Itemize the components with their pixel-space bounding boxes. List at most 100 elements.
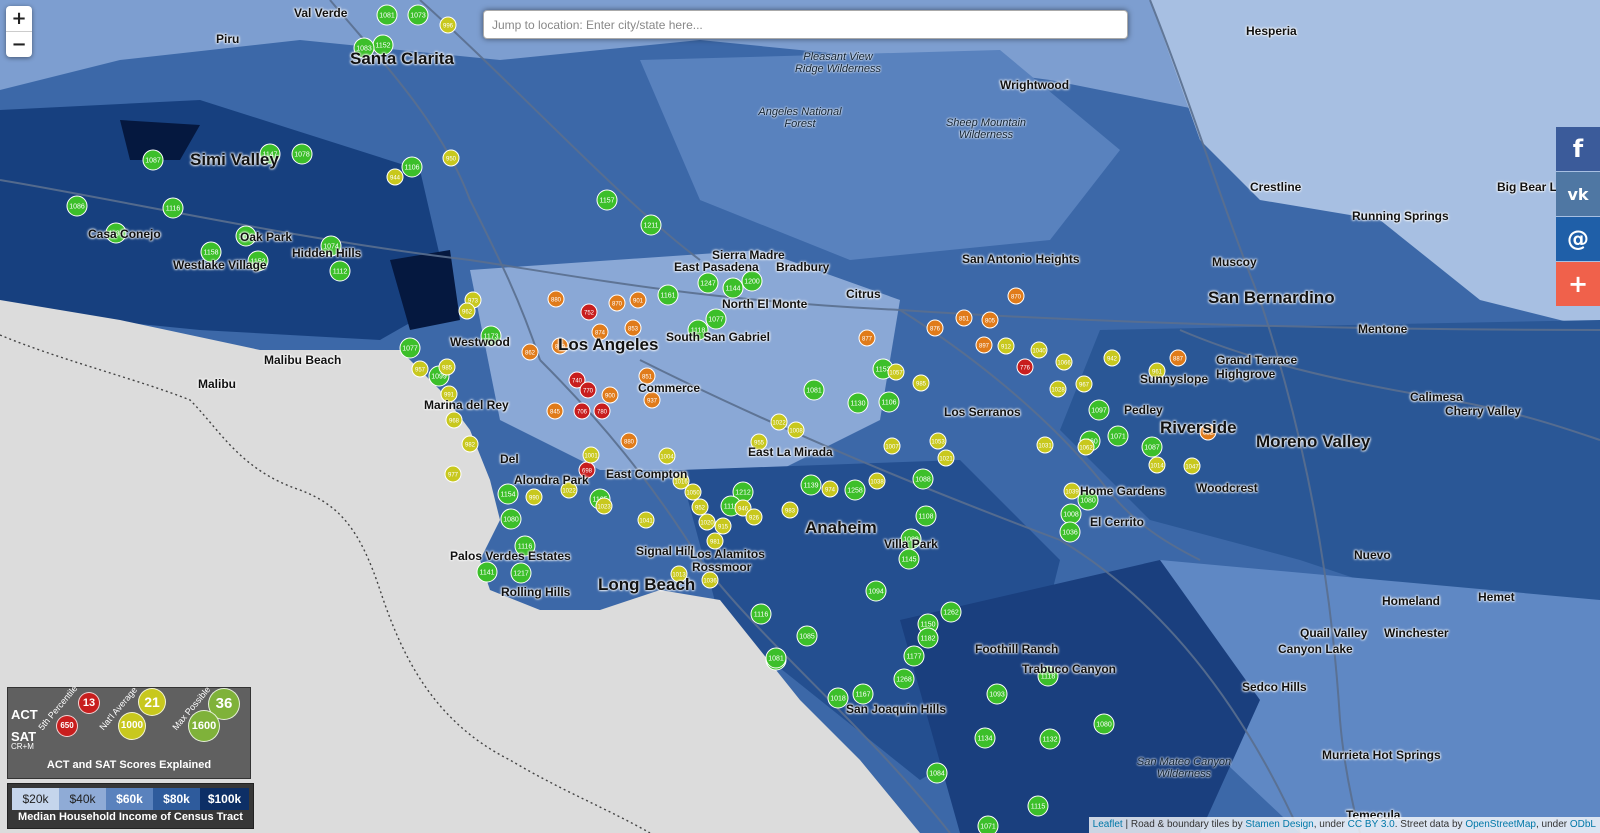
school-marker[interactable]: 937 [643,391,661,409]
school-marker[interactable]: 1150 [235,225,257,247]
school-marker[interactable]: 1112 [329,260,351,282]
school-marker[interactable]: 1047 [1183,457,1201,475]
school-marker[interactable]: 1039 [1063,482,1081,500]
school-marker[interactable]: 1062 [1077,438,1095,456]
school-marker[interactable]: 1021 [937,449,955,467]
school-marker[interactable]: 1262 [940,601,962,623]
school-marker[interactable]: 991 [440,385,458,403]
school-marker[interactable]: 880 [620,432,638,450]
school-marker[interactable]: 1152 [247,250,269,272]
school-marker[interactable]: 1258 [844,479,866,501]
school-marker[interactable]: 1077 [705,308,727,330]
school-marker[interactable]: 1031 [1036,436,1054,454]
school-marker[interactable]: 1173 [480,325,502,347]
school-marker[interactable]: 740 [568,371,586,389]
school-marker[interactable]: 870 [1007,287,1025,305]
school-marker[interactable]: 985 [912,374,930,392]
school-marker[interactable]: 1118 [1037,665,1059,687]
school-marker[interactable]: 770 [579,381,597,399]
school-marker[interactable]: 1116 [750,603,772,625]
school-marker[interactable]: 915 [714,517,732,535]
school-marker[interactable]: 851 [638,367,656,385]
school-marker[interactable]: 853 [624,319,642,337]
school-marker[interactable]: 1074 [320,235,342,257]
school-marker[interactable]: 1022 [560,481,578,499]
school-marker[interactable]: 1077 [399,337,421,359]
school-marker[interactable]: 985 [438,358,456,376]
school-marker[interactable]: 1093 [986,683,1008,705]
more-share-button[interactable]: + [1556,262,1600,306]
school-marker[interactable]: 1081 [376,4,398,26]
school-marker[interactable]: 1087 [1141,436,1163,458]
school-marker[interactable]: 1057 [887,363,905,381]
school-marker[interactable]: 1008 [787,421,805,439]
school-marker[interactable]: 1018 [827,687,849,709]
school-marker[interactable]: 1071 [977,815,999,833]
school-marker[interactable]: 805 [981,311,999,329]
school-marker[interactable]: 1007 [883,437,901,455]
school-marker[interactable]: 1016 [672,472,690,490]
school-marker[interactable]: 1154 [497,483,519,505]
school-marker[interactable]: 968 [445,411,463,429]
school-marker[interactable]: 990 [525,488,543,506]
school-marker[interactable]: 1084 [926,762,948,784]
school-marker[interactable]: 962 [458,302,476,320]
stamen-link[interactable]: Stamen Design [1245,819,1314,830]
school-marker[interactable]: 1118 [687,319,709,341]
school-marker[interactable]: 706 [573,402,591,420]
school-marker[interactable]: 1036 [1059,521,1081,543]
school-marker[interactable]: 912 [997,337,1015,355]
school-marker[interactable]: 1041 [637,511,655,529]
school-marker[interactable]: 1182 [917,627,939,649]
school-marker[interactable]: 1022 [770,413,788,431]
school-marker[interactable]: 1036 [701,571,719,589]
school-marker[interactable]: 1106 [878,391,900,413]
school-marker[interactable]: 845 [546,402,564,420]
school-marker[interactable]: 880 [547,290,565,308]
school-marker[interactable]: 1106 [401,156,423,178]
school-marker[interactable]: 1247 [697,272,719,294]
email-share-button[interactable]: @ [1556,217,1600,261]
school-marker[interactable]: 967 [1075,375,1093,393]
school-marker[interactable]: 1145 [898,548,920,570]
school-marker[interactable]: 876 [926,319,944,337]
school-marker[interactable]: 874 [591,323,609,341]
school-marker[interactable]: 1080 [1093,713,1115,735]
school-marker[interactable]: 1073 [407,4,429,26]
school-marker[interactable]: 1134 [974,727,996,749]
zoom-out-button[interactable]: − [6,31,32,57]
school-marker[interactable]: 870 [608,294,626,312]
osm-link[interactable]: OpenStreetMap [1465,819,1536,830]
school-marker[interactable]: 1268 [893,668,915,690]
facebook-share-button[interactable]: f [1556,127,1600,171]
school-marker[interactable]: 1004 [658,447,676,465]
school-marker[interactable]: 1001 [582,446,600,464]
school-marker[interactable]: 1115 [1027,795,1049,817]
school-marker[interactable]: 926 [745,508,763,526]
school-marker[interactable]: 996 [439,16,457,34]
school-marker[interactable]: 1080 [1077,489,1099,511]
vk-share-button[interactable]: vk [1556,172,1600,216]
school-marker[interactable]: 1147 [259,143,281,165]
school-marker[interactable]: 1141 [476,561,498,583]
school-marker[interactable]: 1066 [1055,353,1073,371]
school-marker[interactable]: 877 [858,329,876,347]
school-marker[interactable]: 1078 [291,143,313,165]
school-marker[interactable]: 1130 [847,392,869,414]
school-marker[interactable]: 1139 [800,474,822,496]
school-marker[interactable]: 752 [580,303,598,321]
school-marker[interactable]: 897 [975,336,993,354]
school-marker[interactable]: 1157 [596,189,618,211]
school-marker[interactable]: 851 [955,309,973,327]
school-marker[interactable]: 862 [1199,423,1217,441]
school-marker[interactable]: 1080 [500,508,522,530]
zoom-in-button[interactable]: + [11,8,27,29]
school-marker[interactable]: 1028 [1049,380,1067,398]
school-marker[interactable]: 955 [750,433,768,451]
school-marker[interactable]: 780 [593,402,611,420]
school-marker[interactable]: 977 [444,465,462,483]
leaflet-link[interactable]: Leaflet [1092,819,1123,830]
school-marker[interactable]: 1085 [796,625,818,647]
school-marker[interactable]: 952 [691,498,709,516]
school-marker[interactable]: 1177 [903,645,925,667]
